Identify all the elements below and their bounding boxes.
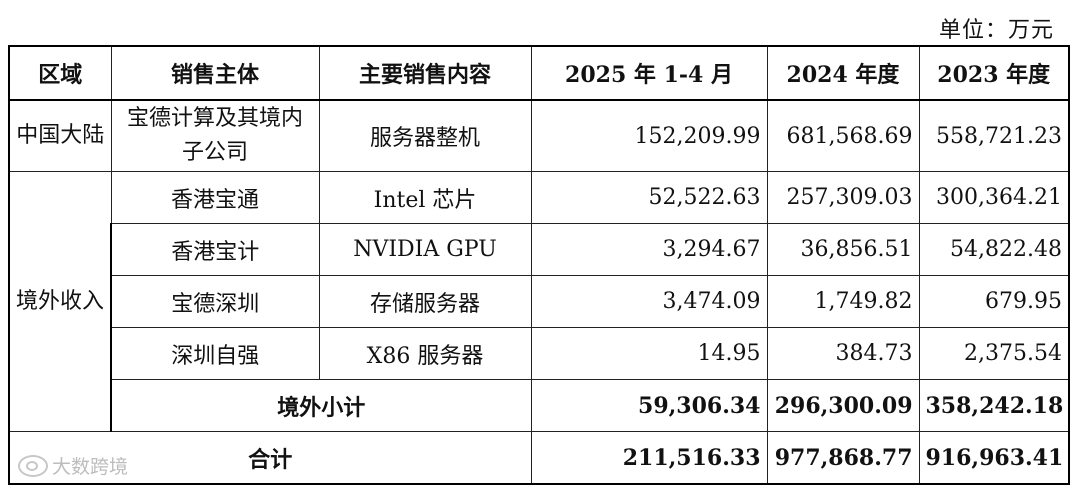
value-cell: 3,474.09 [530, 275, 768, 328]
entity-cell: 深圳自强 [110, 327, 320, 380]
value-cell: 1,749.82 [766, 275, 920, 328]
watermark-text: 大数跨境 [52, 456, 129, 478]
table-row: 宝德深圳 存储服务器 3,474.09 1,749.82 679.95 [9, 275, 1070, 328]
subtotal-value: 296,300.09 [766, 379, 920, 432]
subtotal-value: 358,242.18 [918, 379, 1070, 432]
subtotal-row: 境外小计 59,306.34 296,300.09 358,242.18 [9, 379, 1070, 432]
total-value: 916,963.41 [918, 431, 1070, 485]
watermark-logo-icon [18, 454, 48, 477]
table-row: 香港宝计 NVIDIA GPU 3,294.67 36,856.51 54,82… [9, 223, 1070, 276]
table-header-row: 区域 销售主体 主要销售内容 2025 年 1-4 月 2024 年度 2023… [8, 45, 1070, 101]
total-row: 合计 211,516.33 977,868.77 916,963.41 [8, 431, 1070, 485]
entity-cell: 宝德计算及其境内子公司 [110, 99, 320, 172]
value-cell: 384.73 [766, 327, 920, 380]
value-cell: 152,209.99 [530, 99, 768, 172]
region-cell-overseas: 境外收入 [8, 171, 112, 432]
table-row: 境外收入 香港宝通 Intel 芯片 52,522.63 257,309.03 … [8, 171, 1070, 432]
unit-label: 单位：万元 [938, 18, 1054, 43]
col-header-region: 区域 [8, 45, 112, 101]
total-value: 977,868.77 [766, 431, 920, 485]
value-cell: 257,309.03 [766, 171, 920, 224]
col-header-2025: 2025 年 1-4 月 [530, 45, 768, 101]
value-cell: 3,294.67 [530, 223, 768, 276]
value-cell: 2,375.54 [918, 327, 1070, 380]
product-cell: NVIDIA GPU [318, 223, 532, 276]
entity-cell: 香港宝通 [110, 171, 320, 224]
sales-table: 区域 销售主体 主要销售内容 2025 年 1-4 月 2024 年度 2023… [8, 45, 1070, 485]
value-cell: 681,568.69 [766, 99, 920, 172]
region-cell-mainland: 中国大陆 [8, 99, 112, 172]
value-cell: 558,721.23 [918, 99, 1070, 172]
subtotal-value: 59,306.34 [530, 379, 768, 432]
value-cell: 300,364.21 [918, 171, 1070, 224]
total-label: 合计 [8, 431, 532, 485]
col-header-2023: 2023 年度 [918, 45, 1070, 101]
col-header-product: 主要销售内容 [318, 45, 532, 101]
col-header-2024: 2024 年度 [766, 45, 920, 101]
value-cell: 14.95 [530, 327, 768, 380]
value-cell: 679.95 [918, 275, 1070, 328]
product-cell: 服务器整机 [318, 99, 532, 172]
value-cell: 36,856.51 [766, 223, 920, 276]
product-cell: 存储服务器 [318, 275, 532, 328]
subtotal-label: 境外小计 [110, 379, 532, 432]
watermark: 大数跨境 [18, 452, 128, 479]
col-header-entity: 销售主体 [110, 45, 320, 101]
total-value: 211,516.33 [530, 431, 768, 485]
product-cell: X86 服务器 [318, 327, 532, 380]
entity-cell: 宝德深圳 [110, 275, 320, 328]
value-cell: 52,522.63 [530, 171, 768, 224]
entity-cell: 香港宝计 [110, 223, 320, 276]
product-cell: Intel 芯片 [318, 171, 532, 224]
value-cell: 54,822.48 [918, 223, 1070, 276]
table-row: 深圳自强 X86 服务器 14.95 384.73 2,375.54 [9, 327, 1070, 380]
table-row: 中国大陆 宝德计算及其境内子公司 服务器整机 152,209.99 681,56… [8, 99, 1070, 172]
